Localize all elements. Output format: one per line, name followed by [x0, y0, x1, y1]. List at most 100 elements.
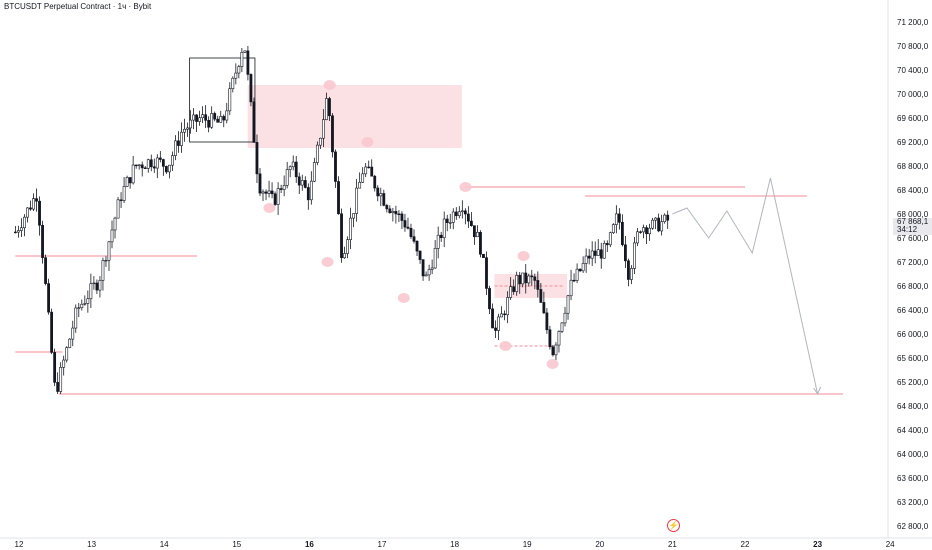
candle-up: [59, 366, 63, 392]
candle-down: [331, 115, 334, 153]
candle-up: [98, 280, 102, 291]
candle-down: [397, 213, 401, 216]
projection-arrowhead: [813, 386, 822, 396]
candle-up: [83, 303, 87, 305]
candle-down: [47, 283, 50, 313]
candle-down: [482, 253, 485, 258]
candle-up: [171, 155, 174, 166]
candle-up: [243, 50, 247, 53]
candle-up: [322, 119, 325, 139]
candle-down: [466, 213, 470, 222]
candle-down: [488, 288, 491, 310]
candle-up: [355, 187, 359, 214]
candle-down: [367, 166, 371, 169]
candle-up: [602, 243, 606, 259]
y-tick-label: 71 200,0: [897, 18, 929, 27]
x-tick-label: 19: [523, 540, 532, 549]
candle-up: [89, 283, 93, 300]
candle-up: [16, 230, 20, 233]
candle-up: [71, 327, 75, 340]
candle-down: [249, 74, 253, 103]
candle-up: [509, 286, 513, 298]
candle-up: [192, 114, 195, 121]
candle-down: [599, 249, 603, 259]
candle-up: [174, 140, 177, 156]
candle-down: [418, 250, 422, 260]
candle-down: [469, 220, 473, 226]
candle-down: [485, 257, 488, 289]
candle-down: [337, 181, 340, 215]
pivot-marker: [517, 251, 530, 261]
candle-up: [80, 303, 84, 309]
last-price-value: 67 868,1: [897, 217, 929, 226]
candle-down: [50, 311, 54, 353]
candle-up: [125, 177, 129, 187]
candle-up: [312, 162, 316, 182]
pivot-marker: [397, 293, 410, 303]
candle-up: [560, 322, 564, 332]
candle-down: [617, 213, 621, 223]
candle-down: [479, 231, 482, 255]
candles: [13, 45, 670, 395]
candle-down: [164, 166, 168, 173]
candle-up: [590, 250, 594, 259]
candle-down: [657, 217, 661, 232]
x-tick-label: 21: [668, 540, 677, 549]
supply-zone: [247, 85, 462, 148]
candle-up: [663, 214, 667, 223]
candle-down: [161, 159, 165, 167]
candle-down: [207, 119, 211, 128]
candle-up: [276, 188, 280, 205]
candle-down: [258, 173, 262, 194]
candle-up: [32, 198, 35, 210]
candle-up: [104, 259, 108, 262]
candle-down: [572, 279, 576, 282]
price-axis-panel: [888, 0, 932, 550]
candle-down: [53, 352, 57, 383]
candle-up: [291, 161, 295, 168]
candle-down: [143, 167, 147, 169]
candle-up: [611, 224, 615, 234]
candle-down: [382, 193, 386, 206]
candle-up: [379, 193, 383, 197]
candle-up: [557, 331, 561, 346]
candle-down: [213, 113, 217, 120]
y-tick-label: 66 400,0: [897, 306, 929, 315]
candle-up: [448, 222, 452, 224]
y-tick-label: 68 400,0: [897, 186, 929, 195]
y-tick-label: 64 800,0: [897, 402, 929, 411]
y-tick-label: 66 800,0: [897, 282, 929, 291]
candle-down: [56, 382, 60, 392]
candle-up: [633, 242, 636, 269]
candle-up: [391, 211, 395, 213]
y-tick-label: 66 000,0: [897, 330, 929, 339]
candle-down: [334, 151, 337, 182]
candle-down: [134, 164, 138, 167]
candle-up: [346, 239, 349, 254]
candle-down: [645, 227, 648, 235]
candle-up: [460, 210, 464, 213]
y-tick-label: 64 000,0: [897, 450, 929, 459]
candle-down: [385, 205, 389, 210]
candle-down: [542, 302, 546, 314]
y-tick-label: 70 800,0: [897, 42, 929, 51]
candle-down: [140, 164, 144, 169]
range-box: [189, 57, 256, 143]
candle-up: [234, 72, 238, 79]
candle-down: [158, 157, 162, 160]
candle-down: [204, 114, 208, 121]
candle-up: [575, 268, 579, 281]
lightning-icon[interactable]: ⚡: [667, 519, 680, 532]
candle-up: [228, 88, 232, 112]
candle-up: [77, 307, 81, 309]
candle-down: [454, 211, 458, 217]
candle-up: [349, 217, 352, 240]
candle-up: [318, 137, 322, 146]
candle-up: [442, 218, 446, 239]
candle-up: [596, 249, 600, 256]
candle-down: [29, 207, 32, 210]
candle-up: [563, 312, 567, 324]
pivot-marker: [499, 341, 512, 351]
y-tick-label: 70 000,0: [897, 90, 929, 99]
